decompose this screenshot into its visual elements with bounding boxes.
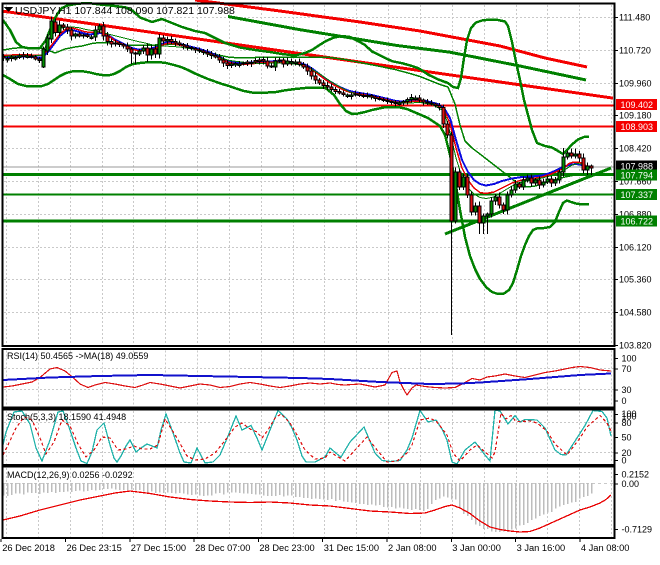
svg-text:3 Jan 00:00: 3 Jan 00:00 bbox=[452, 543, 501, 553]
svg-text:106.722: 106.722 bbox=[621, 217, 654, 227]
svg-text:28 Dec 07:00: 28 Dec 07:00 bbox=[195, 543, 250, 553]
svg-text:110.720: 110.720 bbox=[619, 46, 651, 56]
svg-text:100: 100 bbox=[622, 354, 637, 364]
svg-text:RSI(14) 50.4565 ->MA(18) 49.0: RSI(14) 50.4565 ->MA(18) 49.0559 bbox=[7, 351, 148, 361]
svg-text:30: 30 bbox=[622, 385, 632, 395]
svg-text:0.00: 0.00 bbox=[622, 479, 640, 489]
svg-text:USDJPY,H1 107.844 108.090 107: USDJPY,H1 107.844 108.090 107.821 107.98… bbox=[15, 5, 235, 17]
svg-text:107.988: 107.988 bbox=[621, 162, 654, 172]
svg-text:106.880: 106.880 bbox=[619, 210, 652, 220]
svg-text:2 Jan 08:00: 2 Jan 08:00 bbox=[388, 543, 437, 553]
svg-text:109.402: 109.402 bbox=[621, 100, 654, 110]
svg-text:26 Dec 23:15: 26 Dec 23:15 bbox=[67, 543, 122, 553]
svg-text:107.337: 107.337 bbox=[621, 190, 654, 200]
svg-text:31 Dec 15:00: 31 Dec 15:00 bbox=[324, 543, 379, 553]
svg-text:100: 100 bbox=[622, 409, 637, 419]
svg-text:106.120: 106.120 bbox=[619, 243, 652, 253]
svg-text:MACD(12,26,9) 0.0256 -0.0292: MACD(12,26,9) 0.0256 -0.0292 bbox=[7, 470, 133, 480]
svg-text:27 Dec 15:00: 27 Dec 15:00 bbox=[131, 543, 186, 553]
svg-text:28 Dec 23:00: 28 Dec 23:00 bbox=[259, 543, 314, 553]
svg-text:Stoch(5,3,3) 18.1590 41.4948: Stoch(5,3,3) 18.1590 41.4948 bbox=[7, 412, 126, 422]
svg-text:104.580: 104.580 bbox=[619, 308, 652, 318]
svg-text:0: 0 bbox=[622, 456, 627, 466]
svg-text:105.360: 105.360 bbox=[619, 275, 652, 285]
svg-text:108.903: 108.903 bbox=[621, 122, 654, 132]
svg-text:111.480: 111.480 bbox=[619, 13, 650, 23]
svg-text:-0.7129: -0.7129 bbox=[622, 525, 653, 535]
svg-text:26 Dec 2018: 26 Dec 2018 bbox=[2, 543, 55, 553]
svg-text:108.420: 108.420 bbox=[619, 144, 652, 154]
svg-text:3 Jan 16:00: 3 Jan 16:00 bbox=[517, 543, 566, 553]
svg-text:0: 0 bbox=[622, 396, 627, 406]
svg-text:107.794: 107.794 bbox=[621, 171, 654, 181]
svg-text:70: 70 bbox=[622, 364, 632, 374]
svg-text:0.2152: 0.2152 bbox=[622, 470, 650, 480]
svg-text:50: 50 bbox=[622, 433, 632, 443]
svg-text:107.660: 107.660 bbox=[619, 177, 652, 187]
svg-text:20: 20 bbox=[622, 448, 632, 458]
svg-text:80: 80 bbox=[622, 418, 632, 428]
svg-text:109.180: 109.180 bbox=[619, 111, 652, 121]
svg-text:4 Jan 08:00: 4 Jan 08:00 bbox=[581, 543, 630, 553]
svg-text:100: 100 bbox=[622, 412, 637, 422]
svg-text:109.960: 109.960 bbox=[619, 79, 652, 89]
svg-text:103.820: 103.820 bbox=[619, 341, 652, 351]
